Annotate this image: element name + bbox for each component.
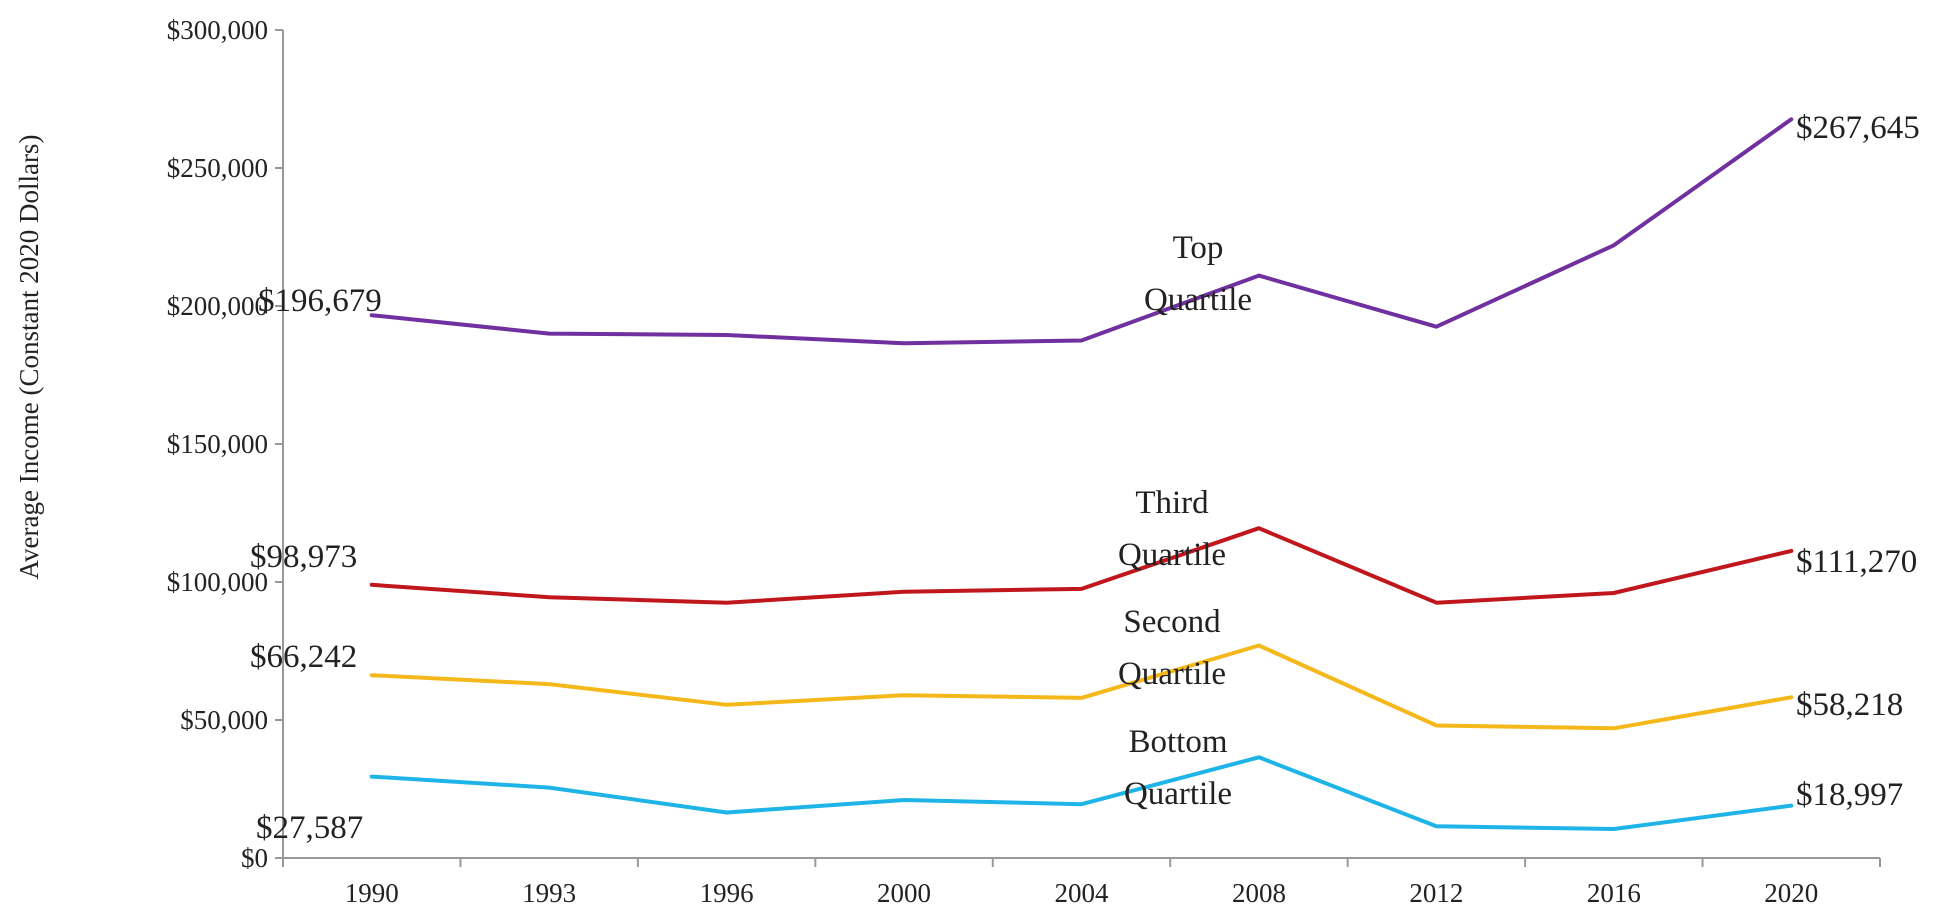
y-tick-label: $150,000 xyxy=(167,429,268,459)
series-name-label: Top xyxy=(1173,230,1224,266)
series-line xyxy=(369,526,1794,605)
x-tick-label: 2012 xyxy=(1409,878,1463,908)
y-tick-label: $250,000 xyxy=(167,153,268,183)
start-value-label: $98,973 xyxy=(250,539,357,575)
series-name-label: Quartile xyxy=(1118,656,1226,692)
x-tick-label: 1990 xyxy=(345,878,399,908)
x-tick-labels: 1990 1993 1996 2000 2004 2008 2012 2016 2020 xyxy=(282,858,1881,908)
end-value-label: $111,270 xyxy=(1796,544,1917,580)
y-tick-label: $300,000 xyxy=(167,15,268,45)
x-tick-label: 1993 xyxy=(522,878,576,908)
series-line xyxy=(369,643,1794,731)
y-axis-title: Average Income (Constant 2020 Dollars) xyxy=(14,135,44,580)
y-tick-label: $50,000 xyxy=(180,705,268,735)
x-tick-label: 2000 xyxy=(877,878,931,908)
y-tick-labels: $300,000 $250,000 $200,000 $150,000 $100,000… xyxy=(167,15,283,873)
end-value-label: $58,218 xyxy=(1796,687,1903,723)
end-value-label: $18,997 xyxy=(1796,777,1903,813)
y-tick-label: $200,000 xyxy=(167,291,268,321)
x-tick-label: 1996 xyxy=(700,878,754,908)
end-value-label: $267,645 xyxy=(1796,110,1920,146)
series-name-label: Quartile xyxy=(1118,537,1226,573)
series-lines xyxy=(369,117,1794,831)
y-tick-label: $0 xyxy=(241,843,268,873)
data-labels: $196,679 $267,645 Top Quartile $98,973 $111,2… xyxy=(250,110,1920,846)
series-name-label: Second xyxy=(1123,604,1221,640)
series-name-label: Bottom xyxy=(1128,724,1227,760)
start-value-label: $196,679 xyxy=(258,283,382,319)
x-tick-label: 2004 xyxy=(1055,878,1110,908)
series-name-label: Third xyxy=(1135,485,1209,521)
start-value-label: $66,242 xyxy=(250,639,357,675)
x-tick-label: 2016 xyxy=(1587,878,1641,908)
series-name-label: Quartile xyxy=(1124,776,1232,812)
x-tick-label: 2008 xyxy=(1232,878,1286,908)
x-tick-label: 2020 xyxy=(1764,878,1818,908)
series-line xyxy=(369,755,1794,831)
series-name-label: Quartile xyxy=(1144,282,1252,318)
start-value-label: $27,587 xyxy=(256,810,363,846)
y-tick-label: $100,000 xyxy=(167,567,268,597)
series-line xyxy=(369,117,1794,346)
